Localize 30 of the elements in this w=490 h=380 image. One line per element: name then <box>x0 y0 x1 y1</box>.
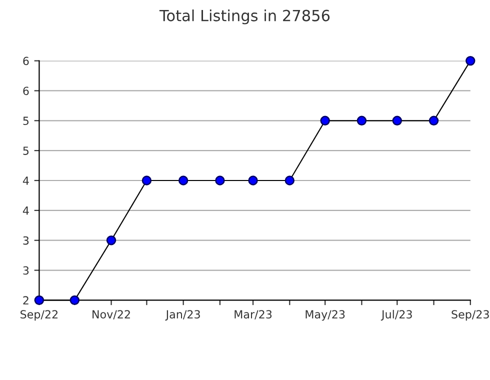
point <box>106 235 116 246</box>
y-tick-label: 6 <box>23 86 29 96</box>
y-tick-label: 4 <box>22 176 29 185</box>
x-tick-label: Mar/23 <box>234 310 272 320</box>
point <box>34 295 44 306</box>
point <box>428 116 439 126</box>
chart-title: Total Listings in 27856 <box>159 10 330 24</box>
point <box>248 176 258 186</box>
y-tick-label: 2 <box>23 296 28 304</box>
point <box>320 116 330 126</box>
y-tick-label: 3 <box>23 266 29 275</box>
y-tick-label: 5 <box>23 146 29 155</box>
point <box>215 176 225 186</box>
point <box>392 116 402 126</box>
point <box>142 176 152 186</box>
y-tick-label: 6 <box>23 56 29 66</box>
point <box>466 56 476 66</box>
y-tick-label: 3 <box>23 236 29 245</box>
point <box>356 116 367 126</box>
x-tick-label: Nov/22 <box>92 310 130 320</box>
x-tick-label: May/23 <box>306 310 345 321</box>
x-tick-label: Jul/23 <box>380 310 412 321</box>
x-tick-label: Jan/23 <box>165 310 200 321</box>
point <box>70 295 80 306</box>
y-tick-label: 5 <box>23 116 29 126</box>
x-tick-label: Sep/22 <box>20 310 58 321</box>
point <box>284 176 295 186</box>
y-tick-label: 4 <box>22 206 29 215</box>
x-tick-label: Sep/23 <box>452 310 489 321</box>
point <box>178 176 188 186</box>
